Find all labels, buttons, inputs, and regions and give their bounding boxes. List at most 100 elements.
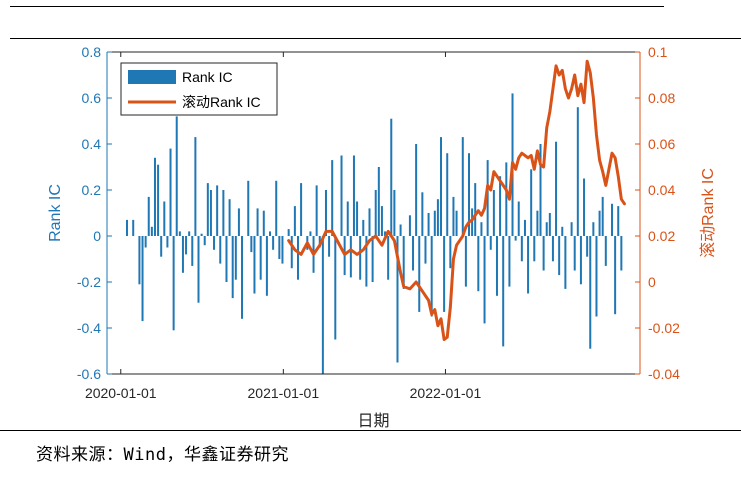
rank-ic-bar [508, 236, 511, 287]
rank-ic-bar [477, 236, 480, 292]
rank-ic-bar [293, 206, 296, 236]
x-tick-label: 2021-01-01 [248, 385, 320, 401]
rank-ic-bar [175, 116, 178, 236]
rank-ic-bar [188, 231, 191, 236]
rank-ic-bar [440, 137, 443, 236]
rank-ic-bar [359, 236, 362, 280]
rank-ic-bar [157, 164, 160, 236]
rank-ic-chart: 0.8 0.6 0.4 0.2 0 -0.2 -0.4 -0.6 0.1 0.08 0.06 0.04… [47, 44, 717, 430]
rank-ic-bar [424, 236, 427, 264]
rank-ic-bar [141, 236, 144, 322]
rank-ic-bar [191, 236, 194, 266]
rank-ic-bar [480, 222, 483, 236]
rank-ic-bar [555, 141, 558, 236]
rank-ic-bar [153, 157, 156, 236]
rank-ic-bar [402, 236, 405, 289]
rank-ic-bar [272, 236, 275, 250]
top-rule [10, 6, 664, 7]
left-tick-label: 0.8 [82, 44, 102, 60]
rank-ic-bar [374, 190, 377, 236]
left-tick-label: 0.4 [82, 136, 102, 152]
rank-ic-bar [169, 148, 172, 236]
line-series-layer [287, 59, 626, 341]
left-tick-label: -0.2 [77, 274, 101, 290]
rank-ic-bar [452, 196, 455, 236]
right-tick-label: -0.02 [648, 320, 680, 336]
rank-ic-bar [185, 236, 188, 255]
rank-ic-bar [256, 208, 259, 236]
footer-rule [0, 430, 741, 431]
rank-ic-bar [464, 236, 467, 287]
rank-ic-bar [443, 236, 446, 312]
rank-ic-bar [499, 176, 502, 236]
rank-ic-bar [200, 233, 203, 236]
rank-ic-bar [558, 236, 561, 276]
rank-ic-bar [604, 236, 607, 266]
rank-ic-bar [474, 183, 477, 236]
rank-ic-bar [216, 185, 219, 236]
rank-ic-bar [455, 210, 458, 236]
rank-ic-bar [321, 236, 324, 374]
rank-ic-bar [125, 219, 128, 236]
rank-ic-bar [206, 183, 209, 236]
rank-ic-bar [611, 203, 614, 236]
rank-ic-bar [573, 236, 576, 271]
rank-ic-bar [287, 229, 290, 236]
rank-ic-bar [309, 231, 312, 236]
rank-ic-bar [331, 160, 334, 236]
rank-ic-bar [412, 236, 415, 271]
rank-ic-bar [436, 199, 439, 236]
rank-ic-bar [539, 144, 542, 236]
rank-ic-bar [517, 201, 520, 236]
rank-ic-bar [269, 231, 272, 236]
rank-ic-bar [561, 226, 564, 236]
right-axis-title: 滚动Rank IC [699, 168, 717, 258]
right-tick-label: 0.1 [648, 44, 668, 60]
rank-ic-bar [349, 236, 352, 278]
rank-ic-bar [250, 236, 253, 253]
rolling-rank-ic-line [287, 59, 626, 341]
right-tick-label: -0.04 [648, 366, 680, 382]
rank-ic-bar [595, 236, 598, 317]
rank-ic-bar [166, 236, 169, 248]
rank-ic-bar [275, 180, 278, 236]
rank-ic-bar [281, 236, 284, 264]
rank-ic-bar [461, 137, 464, 236]
rank-ic-bar [393, 190, 396, 236]
rank-ic-bar [259, 236, 262, 280]
rank-ic-bar [147, 196, 150, 236]
rank-ic-bar [601, 196, 604, 236]
rank-ic-bar [290, 236, 293, 269]
rank-ic-bar [365, 236, 368, 287]
rank-ic-bar [523, 219, 526, 236]
rank-ic-bar [213, 236, 216, 250]
rank-ic-bar [150, 226, 153, 236]
rank-ic-bar [231, 236, 234, 299]
rank-ic-bar [237, 208, 240, 236]
rank-ic-bar [486, 160, 489, 236]
rank-ic-bar [241, 236, 244, 319]
rank-ic-bar [225, 236, 228, 282]
rank-ic-bar [371, 236, 374, 282]
legend: Rank IC 滚动Rank IC [120, 62, 278, 116]
rank-ic-bar [340, 155, 343, 236]
rank-ic-bar [334, 236, 337, 340]
rank-ic-bar [253, 236, 256, 294]
rank-ic-bar [418, 236, 421, 312]
rank-ic-bar [620, 236, 623, 271]
rank-ic-bar [132, 219, 135, 236]
rank-ic-bar [384, 231, 387, 236]
rank-ic-bar [278, 236, 281, 259]
rank-ic-bar [520, 236, 523, 262]
legend-bar-swatch [128, 70, 176, 84]
rank-ic-bar [489, 236, 492, 250]
left-tick-label: 0.6 [82, 90, 102, 106]
header-rule [10, 38, 741, 39]
left-axis-title: Rank IC [47, 184, 64, 242]
rank-ic-bar [446, 153, 449, 236]
rank-ic-bar [178, 231, 181, 236]
rank-ic-bar [247, 180, 250, 236]
rank-ic-bar [352, 155, 355, 236]
rank-ic-bar [324, 190, 327, 236]
rank-ic-bar [203, 236, 206, 246]
